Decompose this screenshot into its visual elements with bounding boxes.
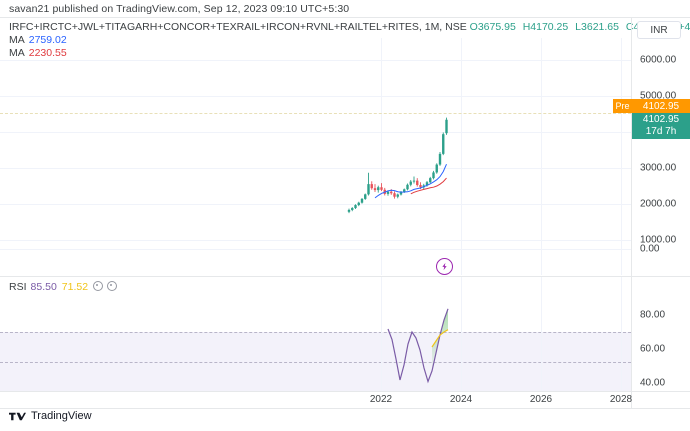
legend-ma-fast-row[interactable]: MA 2759.02 xyxy=(9,34,690,47)
gridline-4000 xyxy=(0,132,631,133)
gridline-1000 xyxy=(0,240,631,241)
legend-symbol-row[interactable]: IRFC+IRCTC+JWL+TITAGARH+CONCOR+TEXRAIL+I… xyxy=(9,21,690,34)
rsi-series xyxy=(387,308,449,384)
gridline-2024 xyxy=(461,38,462,275)
countdown-badge: 4102.95 17d 7h xyxy=(632,113,690,139)
price-pane[interactable] xyxy=(0,38,631,275)
gridline-2028 xyxy=(621,38,622,275)
time-tick-2028: 2028 xyxy=(609,394,633,405)
legend-ma-slow-row[interactable]: MA 2230.55 xyxy=(9,47,690,60)
gridline-2000 xyxy=(0,204,631,205)
gear-icon[interactable] xyxy=(93,281,104,291)
lightning-bolt-icon[interactable] xyxy=(436,258,453,275)
gridline-3000 xyxy=(0,168,631,169)
rsi-gridline-2026 xyxy=(541,277,542,391)
rsi-gridline-2024 xyxy=(461,277,462,391)
tradingview-logo-icon xyxy=(9,412,26,420)
price-tick-6000: 6000.00 xyxy=(640,54,677,66)
rsi-band-fill xyxy=(0,332,631,391)
price-tick-2000: 2000.00 xyxy=(640,198,677,210)
ohlc-values: O3675.95 H4170.25 L3621.65 C4102.95 +457… xyxy=(470,21,690,33)
candlestick-series xyxy=(347,117,448,214)
price-tick-1000: 1000.00 xyxy=(640,234,677,246)
tradingview-footer[interactable]: TradingView xyxy=(9,410,92,422)
ma-slow-value: 2230.55 xyxy=(28,47,67,59)
attribution-text: savan21 published on TradingView.com, Se… xyxy=(9,3,350,15)
rsi-gridline-2028 xyxy=(621,277,622,391)
change-value: +457.60 (+12.55%) xyxy=(678,21,690,33)
gridline-0 xyxy=(0,249,631,250)
time-tick-2024: 2024 xyxy=(449,394,473,405)
rsi-pane[interactable] xyxy=(0,277,631,391)
gridline-5000 xyxy=(0,96,631,97)
chart-legend: IRFC+IRCTC+JWL+TITAGARH+CONCOR+TEXRAIL+I… xyxy=(9,21,690,60)
currency-button[interactable]: INR xyxy=(637,21,681,39)
price-tick-5000: 5000.00 xyxy=(640,90,677,102)
price-axis[interactable]: INR 6000.00 5000.00 3000.00 2000.00 1000… xyxy=(613,17,690,408)
footer-divider xyxy=(0,408,690,409)
rsi-level-50 xyxy=(0,362,631,363)
symbol-label: IRFC+IRCTC+JWL+TITAGARH+CONCOR+TEXRAIL+I… xyxy=(9,21,467,33)
ma-fast-label: MA xyxy=(9,34,25,46)
rsi-gridline-2022 xyxy=(381,277,382,391)
rsi-tick-40: 40.00 xyxy=(640,377,666,389)
ma-fast-value: 2759.02 xyxy=(28,34,67,46)
gridline-6000 xyxy=(0,60,631,61)
open-value: O3675.95 xyxy=(469,21,516,33)
price-axis-divider xyxy=(631,17,632,408)
header-divider xyxy=(0,17,690,18)
gridline-2026 xyxy=(541,38,542,275)
rsi-tick-60: 60.00 xyxy=(640,343,666,355)
countdown-time: 17d 7h xyxy=(645,126,677,137)
pre-market-badge: Pre xyxy=(613,99,632,113)
rsi-value: 85.50 xyxy=(30,281,57,293)
rsi-label: RSI xyxy=(9,281,27,293)
time-axis-divider xyxy=(0,391,690,392)
bolt-glyph xyxy=(442,262,447,271)
gridline-2022 xyxy=(381,38,382,275)
rsi-tick-80: 80.00 xyxy=(640,309,666,321)
time-axis[interactable]: 2022 2024 2026 2028 xyxy=(0,391,633,409)
countdown-price: 4102.95 xyxy=(642,114,680,125)
last-price-badge: 4102.95 xyxy=(632,99,690,113)
gear-icon[interactable] xyxy=(107,281,118,291)
rsi-ma-value: 71.52 xyxy=(61,281,89,293)
last-price-line xyxy=(0,113,631,114)
tradingview-brand-label: TradingView xyxy=(31,410,92,422)
time-tick-2022: 2022 xyxy=(369,394,393,405)
high-value: H4170.25 xyxy=(522,21,569,33)
rsi-level-70 xyxy=(0,332,631,333)
price-tick-0: 0.00 xyxy=(640,243,660,255)
price-tick-3000: 3000.00 xyxy=(640,162,677,174)
rsi-legend[interactable]: RSI 85.50 71.52 xyxy=(9,281,121,294)
pane-divider xyxy=(0,276,690,277)
low-value: L3621.65 xyxy=(575,21,619,33)
time-tick-2026: 2026 xyxy=(529,394,553,405)
ma-slow-label: MA xyxy=(9,47,25,59)
